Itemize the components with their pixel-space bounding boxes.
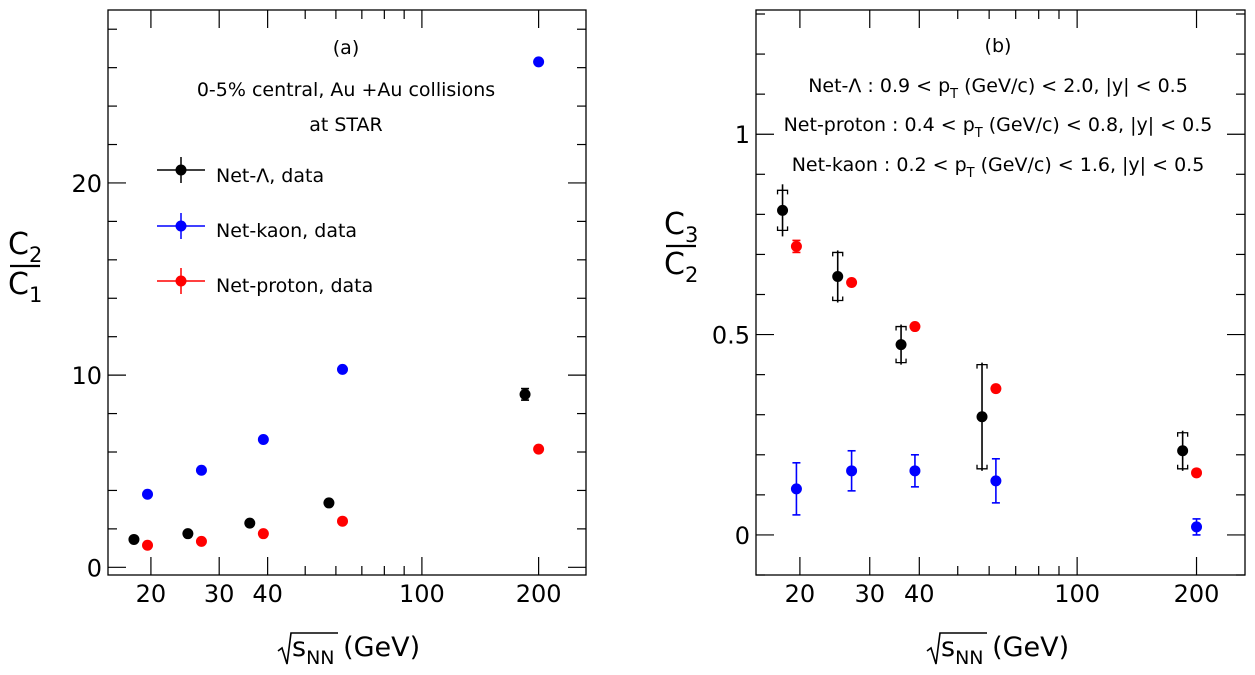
systematic-bracket	[1176, 432, 1189, 437]
x-tick-label: 100	[399, 580, 445, 608]
data-point	[257, 528, 269, 540]
ylabel-b-numerator: C3	[664, 207, 698, 247]
data-point	[195, 535, 207, 547]
x-tick-label: 40	[904, 580, 935, 608]
data-point	[777, 204, 789, 216]
x-tick-label: 20	[136, 580, 167, 608]
legend-item-net-kaon: Net-kaon, data	[157, 213, 357, 242]
legend-marker-net-kaon	[175, 220, 187, 232]
x-tick-label: 30	[204, 580, 235, 608]
x-tick-label: 200	[1174, 580, 1220, 608]
data-point	[244, 517, 256, 529]
y-tick-label: 0.5	[712, 322, 750, 350]
x-tick-label: 100	[1054, 580, 1100, 608]
systematic-bracket	[1176, 464, 1189, 470]
systematic-bracket	[776, 189, 789, 195]
panel-label-b: (b)	[985, 35, 1012, 57]
data-point	[790, 483, 802, 495]
ylabel-b-denominator: C2	[664, 247, 698, 287]
ylabel-a-numerator: C2	[8, 227, 42, 267]
x-axis-label-a: sNN (GeV)	[277, 632, 420, 669]
data-point	[909, 321, 921, 333]
systematic-bracket	[976, 363, 988, 369]
legend-item-net-proton: Net-proton, data	[157, 268, 373, 297]
panel-a: 20 30 40 100 200 0 10 20 (a) 0-5% central, Au +…	[8, 9, 587, 669]
plot-frame-b	[755, 9, 1246, 576]
systematic-bracket	[895, 325, 907, 331]
data-point	[323, 497, 335, 509]
data-point	[909, 465, 921, 477]
data-point	[846, 465, 858, 477]
data-point	[195, 464, 207, 476]
data-point	[128, 533, 140, 545]
xlabel-a: sNN (GeV)	[292, 632, 420, 669]
data-point	[337, 515, 349, 527]
x-tick-label: 20	[785, 580, 816, 608]
ticks-a: 20 30 40 100 200 0 10 20	[71, 10, 586, 608]
panel-b: 20 30 40 100 200 0 0.5 1 (b) Net-Λ : 0.9 < pT (…	[664, 9, 1246, 669]
data-point	[337, 363, 349, 375]
data-point	[142, 539, 154, 551]
data-point	[832, 270, 844, 282]
annotation-b-net-lambda: Net-Λ : 0.9 < pT (GeV/c) < 2.0, |y| < 0.…	[808, 75, 1188, 102]
legend: Net-Λ, data Net-kaon, data Net-proton, d…	[157, 157, 373, 297]
data-point	[1177, 445, 1189, 457]
ylabel-a-denominator: C1	[8, 267, 42, 307]
y-tick-label: 20	[71, 170, 102, 198]
x-tick-label: 30	[854, 580, 885, 608]
y-tick-label: 0	[735, 522, 750, 550]
x-tick-label: 40	[252, 580, 283, 608]
systematic-bracket	[776, 226, 789, 232]
data-point	[790, 240, 802, 252]
y-tick-label: 1	[735, 121, 750, 149]
systematic-bracket	[832, 296, 844, 302]
data-point	[142, 488, 154, 500]
systematic-bracket	[832, 251, 844, 257]
annotation-a-line1: 0-5% central, Au +Au collisions	[197, 79, 495, 101]
data-point	[533, 443, 545, 455]
legend-marker-net-proton	[175, 275, 187, 287]
y-tick-label: 0	[87, 554, 102, 582]
legend-item-net-lambda: Net-Λ, data	[157, 157, 324, 187]
x-tick-label: 200	[516, 580, 562, 608]
systematic-bracket	[976, 464, 988, 470]
data-point	[990, 383, 1002, 395]
data-point	[519, 388, 531, 400]
data-point	[990, 475, 1002, 487]
data-point	[976, 411, 988, 423]
data-point	[1191, 521, 1203, 533]
data-point	[895, 339, 907, 351]
y-axis-label-b: C3 C2	[664, 207, 698, 287]
y-axis-label-a: C2 C1	[8, 227, 42, 307]
annotation-b-net-proton: Net-proton : 0.4 < pT (GeV/c) < 0.8, |y|…	[784, 114, 1213, 141]
xlabel-b: sNN (GeV)	[941, 632, 1069, 669]
annotation-a-line2: at STAR	[309, 114, 383, 136]
systematic-bracket	[895, 358, 907, 364]
legend-label-net-kaon: Net-kaon, data	[216, 220, 357, 242]
legend-label-net-proton: Net-proton, data	[216, 275, 373, 297]
data-marks-b	[776, 184, 1203, 536]
panel-label-a: (a)	[333, 37, 359, 59]
data-point	[1191, 467, 1203, 479]
ticks-b: 20 30 40 100 200 0 0.5 1	[712, 10, 1245, 608]
data-point	[533, 56, 545, 68]
data-point	[257, 434, 269, 446]
y-tick-label: 10	[71, 362, 102, 390]
data-point	[182, 528, 194, 540]
legend-marker-net-lambda	[175, 164, 187, 176]
legend-label-net-lambda: Net-Λ, data	[216, 165, 324, 187]
data-marks-a	[128, 56, 545, 551]
annotation-b-net-kaon: Net-kaon : 0.2 < pT (GeV/c) < 1.6, |y| <…	[792, 154, 1205, 181]
data-point	[846, 276, 858, 288]
x-axis-label-b: sNN (GeV)	[926, 632, 1069, 669]
plot-frame-a	[107, 9, 587, 576]
